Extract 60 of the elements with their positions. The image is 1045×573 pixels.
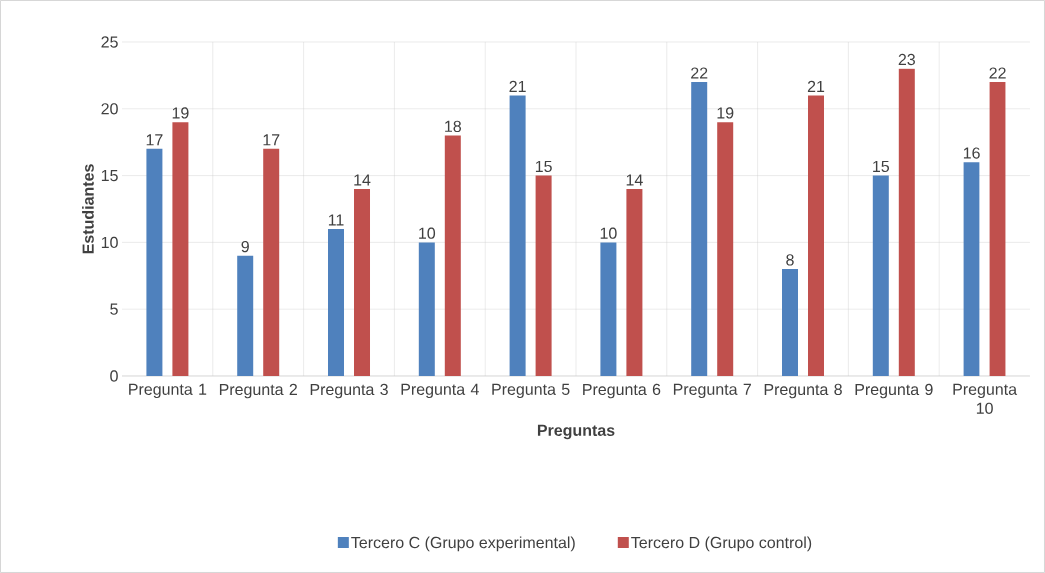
x-axis-title: Preguntas bbox=[537, 424, 615, 440]
y-tick-label: 15 bbox=[101, 170, 118, 182]
x-tick-label: Pregunta 7 bbox=[673, 383, 751, 399]
x-tick-label: Pregunta 3 bbox=[310, 383, 388, 399]
data-label: 22 bbox=[989, 67, 1006, 79]
bar bbox=[963, 162, 980, 376]
data-label: 21 bbox=[509, 80, 526, 92]
bar bbox=[354, 188, 371, 376]
data-label: 21 bbox=[807, 80, 825, 92]
y-tick-label: 25 bbox=[101, 36, 118, 48]
x-tick-label: Pregunta 1 bbox=[129, 383, 207, 399]
data-label: 17 bbox=[263, 134, 280, 146]
data-label: 11 bbox=[328, 214, 344, 226]
data-label: 18 bbox=[445, 120, 462, 132]
x-tick-label: Pregunta 2 bbox=[219, 383, 297, 399]
data-label: 14 bbox=[354, 174, 371, 186]
bar bbox=[872, 175, 889, 376]
data-label: 19 bbox=[172, 107, 189, 119]
bar bbox=[535, 175, 552, 376]
bar bbox=[444, 135, 461, 376]
bar bbox=[600, 242, 617, 376]
legend-label: Tercero D (Grupo control) bbox=[631, 536, 812, 552]
bar bbox=[263, 148, 280, 376]
legend-label: Tercero C (Grupo experimental) bbox=[351, 536, 575, 552]
data-label: 23 bbox=[898, 53, 915, 66]
data-label: 15 bbox=[535, 160, 552, 173]
bar bbox=[146, 148, 163, 376]
bar bbox=[328, 229, 345, 376]
data-label: 10 bbox=[600, 227, 617, 239]
bar bbox=[898, 68, 915, 376]
data-label: 22 bbox=[691, 67, 708, 79]
y-tick-label: 5 bbox=[110, 303, 118, 315]
data-label: 16 bbox=[963, 147, 980, 159]
x-tick-label: Pregunta 6 bbox=[583, 383, 661, 399]
x-tick-label: Pregunta 10 bbox=[953, 383, 1018, 414]
bar bbox=[717, 122, 734, 376]
data-label: 19 bbox=[717, 107, 734, 119]
x-tick-label: Pregunta 8 bbox=[764, 383, 842, 399]
y-tick-label: 10 bbox=[101, 236, 118, 249]
bar bbox=[237, 255, 254, 376]
bar bbox=[782, 269, 798, 376]
bar bbox=[509, 95, 526, 376]
data-label: 8 bbox=[786, 254, 794, 266]
data-label: 17 bbox=[146, 134, 163, 146]
bar bbox=[989, 82, 1006, 376]
data-label: 15 bbox=[873, 160, 890, 173]
bar bbox=[691, 82, 708, 376]
bar bbox=[172, 122, 189, 376]
x-tick-label: Pregunta 5 bbox=[492, 383, 570, 399]
y-tick-label: 20 bbox=[101, 103, 118, 115]
data-label: 10 bbox=[419, 227, 436, 239]
data-label: 14 bbox=[626, 174, 643, 186]
data-label: 9 bbox=[241, 240, 249, 253]
x-tick-label: Pregunta 4 bbox=[401, 383, 479, 399]
bar bbox=[808, 95, 824, 376]
y-tick-label: 0 bbox=[110, 370, 118, 382]
bar bbox=[626, 188, 643, 376]
bar bbox=[418, 242, 435, 376]
y-axis-title: Estudiantes bbox=[82, 164, 94, 254]
x-tick-label: Pregunta 9 bbox=[855, 383, 933, 399]
